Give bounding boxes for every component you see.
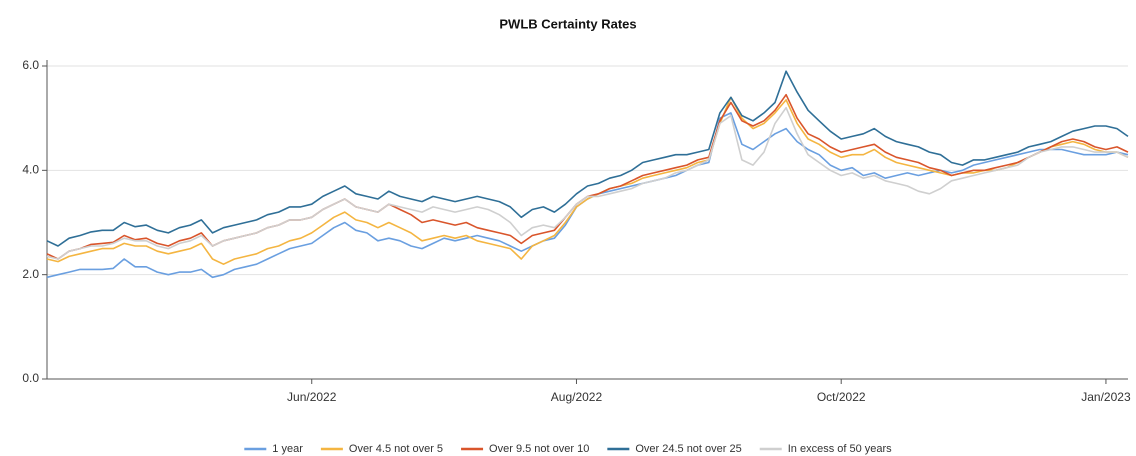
series-line xyxy=(46,112,1129,279)
y-tick-label: 0.0 xyxy=(22,371,39,385)
series-line xyxy=(46,70,1129,247)
series-line xyxy=(46,106,1129,260)
x-tick-label: Jun/2022 xyxy=(287,390,337,404)
legend-label: Over 4.5 not over 5 xyxy=(349,443,443,455)
y-tick-label: 4.0 xyxy=(22,163,39,177)
legend-label: 1 year xyxy=(272,443,303,455)
x-tick-label: Jan/2023 xyxy=(1081,390,1131,404)
chart-title: PWLB Certainty Rates xyxy=(499,16,636,31)
y-tick-label: 2.0 xyxy=(22,267,39,281)
legend-label: Over 9.5 not over 10 xyxy=(489,443,589,455)
legend-label: Over 24.5 not over 25 xyxy=(635,443,741,455)
x-tick-label: Aug/2022 xyxy=(551,390,603,404)
y-tick-label: 6.0 xyxy=(22,58,39,72)
x-tick-label: Oct/2022 xyxy=(817,390,866,404)
legend: 1 year Over 4.5 not over 5 Over 9.5 not ov… xyxy=(244,443,892,455)
legend-label: In excess of 50 years xyxy=(788,443,892,455)
series-line xyxy=(46,96,1129,265)
